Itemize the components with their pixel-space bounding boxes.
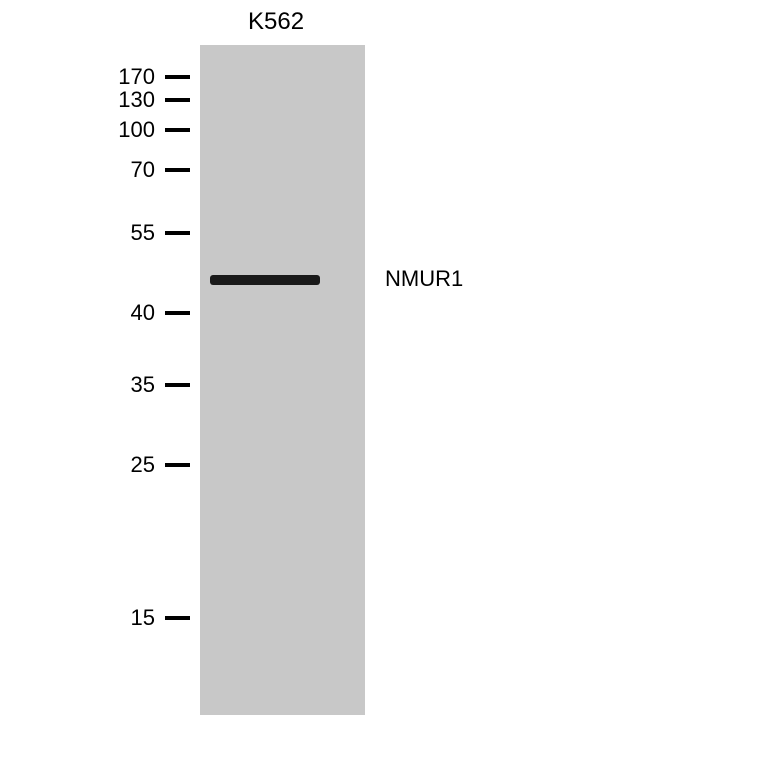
marker-tick-25 [165,463,190,467]
marker-label-55: 55 [100,220,155,246]
marker-label-100: 100 [100,117,155,143]
western-blot-figure: K562 170130100705540352515 NMUR1 [0,0,764,764]
marker-tick-170 [165,75,190,79]
marker-tick-100 [165,128,190,132]
marker-label-40: 40 [100,300,155,326]
marker-label-35: 35 [100,372,155,398]
marker-label-25: 25 [100,452,155,478]
marker-tick-55 [165,231,190,235]
protein-band [210,275,320,285]
marker-label-130: 130 [100,87,155,113]
marker-tick-35 [165,383,190,387]
blot-lane [200,45,365,715]
marker-label-15: 15 [100,605,155,631]
lane-label: K562 [248,8,304,36]
marker-tick-40 [165,311,190,315]
protein-label: NMUR1 [385,266,463,292]
marker-tick-15 [165,616,190,620]
marker-tick-130 [165,98,190,102]
marker-label-70: 70 [100,157,155,183]
marker-tick-70 [165,168,190,172]
